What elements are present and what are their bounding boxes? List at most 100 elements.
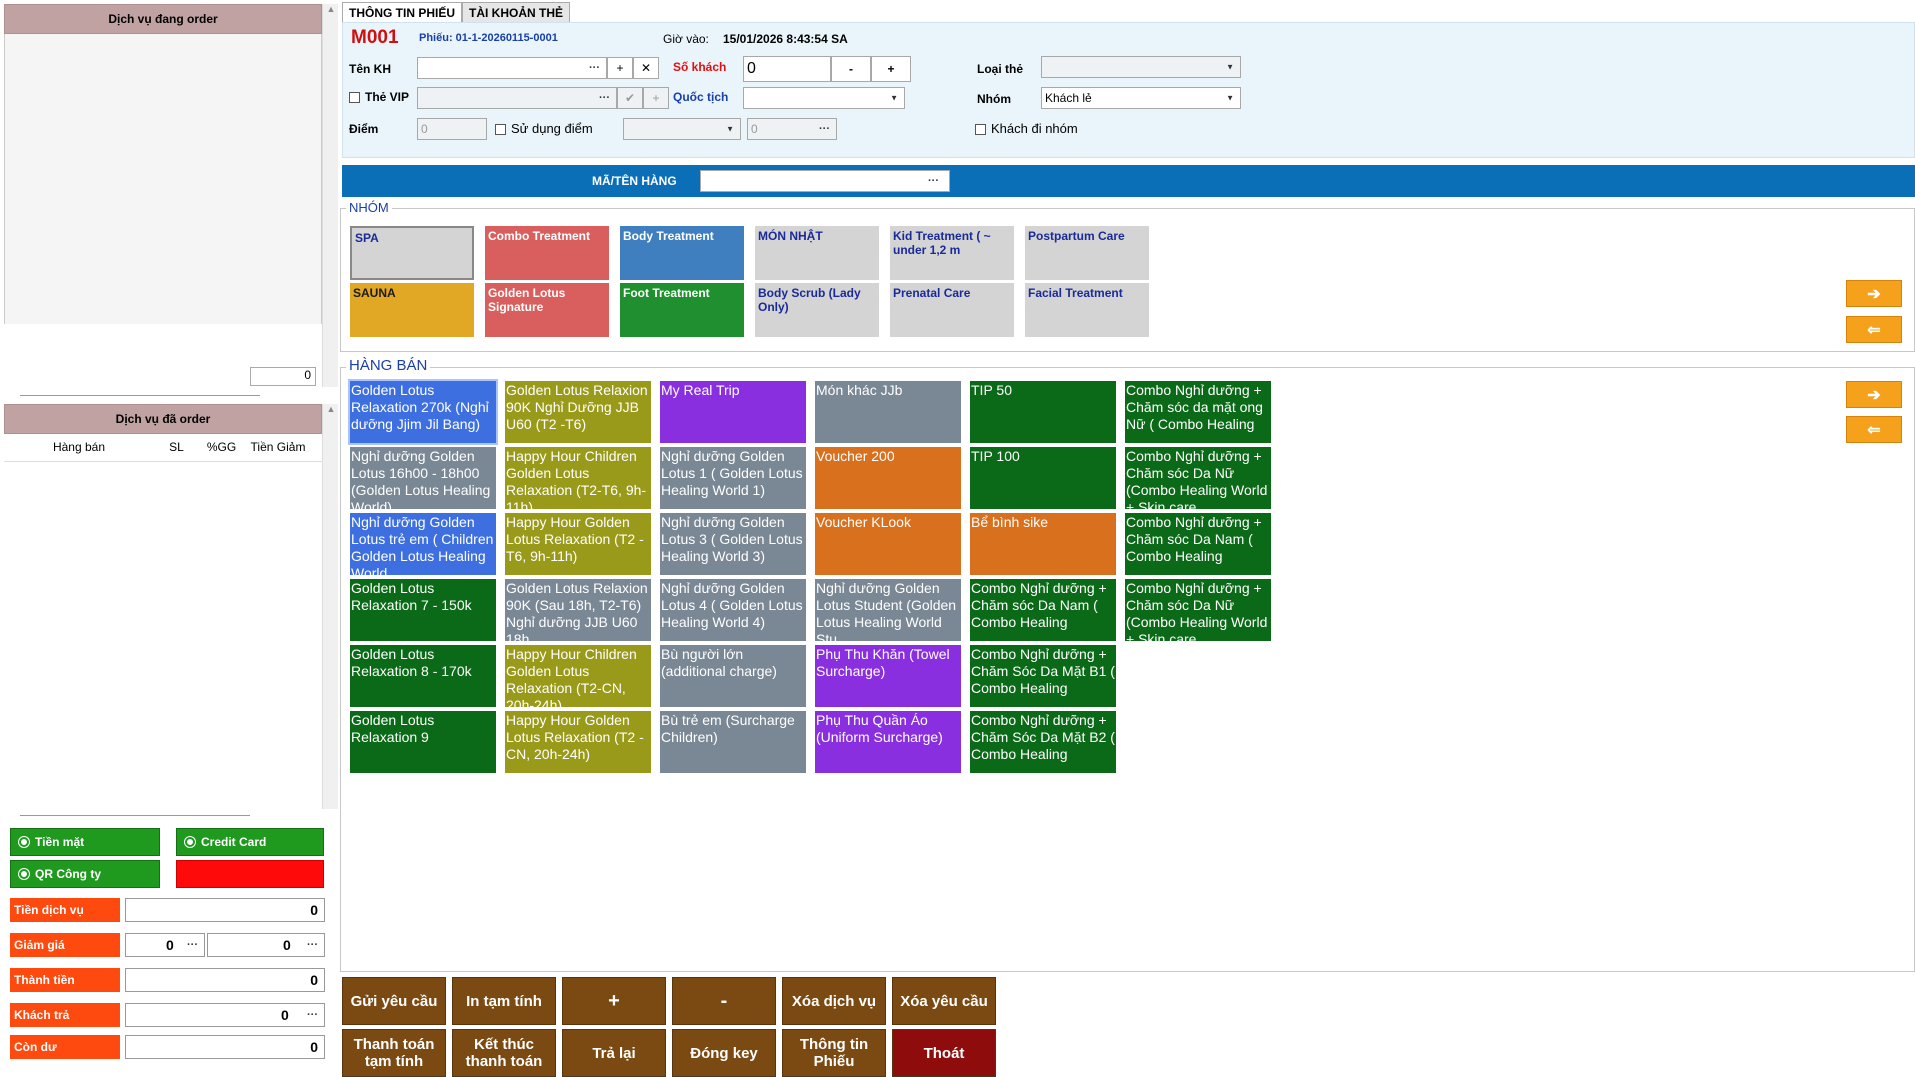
product-tile[interactable]: Nghỉ dưỡng Golden Lotus 16h00 - 18h00 (G… [350,447,496,509]
product-tile[interactable]: Happy Hour Children Golden Lotus Relaxat… [505,447,651,509]
ordered-scrollbar[interactable]: ▲ [322,404,338,809]
delete-service-button[interactable]: Xóa dịch vụ [782,977,886,1025]
more-icon[interactable]: ··· [819,123,830,135]
product-search-input[interactable]: ··· [700,170,950,192]
guests-input[interactable]: 0 [743,56,831,82]
qr-company-button[interactable]: QR Công ty [10,860,160,888]
group-button[interactable]: Kid Treatment ( ~ under 1,2 m [890,226,1014,280]
product-tile[interactable]: Happy Hour Golden Lotus Relaxation (T2 -… [505,711,651,773]
guests-decrement-button[interactable]: - [831,56,871,82]
product-tile[interactable]: Phụ Thu Quần Áo (Uniform Surcharge) [815,711,961,773]
product-tile[interactable]: Golden Lotus Relaxation 9 [350,711,496,773]
product-tile[interactable]: Bù trẻ em (Surcharge Children) [660,711,806,773]
discount-percent-input[interactable]: 0 ··· [125,933,205,957]
use-points-select[interactable]: ▼ [623,118,741,140]
product-tile[interactable]: Món khác JJb [815,381,961,443]
clear-customer-button[interactable]: ✕ [633,57,659,79]
product-tile[interactable]: Golden Lotus Relaxion 90K (Sau 18h, T2-T… [505,579,651,641]
product-tile[interactable]: Voucher 200 [815,447,961,509]
product-tile[interactable]: Bù người lớn (additional charge) [660,645,806,707]
add-customer-button[interactable]: + [607,57,633,79]
product-tile[interactable]: Combo Nghỉ dưỡng + Chăm sóc Da Nữ (Combo… [1125,447,1271,509]
product-tile[interactable]: Nghỉ dưỡng Golden Lotus 3 ( Golden Lotus… [660,513,806,575]
group-button[interactable]: Body Treatment [620,226,744,280]
product-tile[interactable]: Nghỉ dưỡng Golden Lotus 4 ( Golden Lotus… [660,579,806,641]
checkbox-icon[interactable] [349,92,360,104]
product-tile[interactable]: My Real Trip [660,381,806,443]
col-qty[interactable]: SL [169,440,184,454]
group-button[interactable]: Prenatal Care [890,283,1014,337]
scroll-up-icon[interactable]: ▲ [326,4,336,14]
paid-input[interactable]: 0 ··· [125,1003,325,1027]
product-tile[interactable]: Golden Lotus Relaxion 90K Nghỉ Dưỡng JJB… [505,381,651,443]
print-draft-button[interactable]: In tạm tính [452,977,556,1025]
use-points-input[interactable]: 0 ··· [747,118,837,140]
group-guest-checkbox[interactable]: Khách đi nhóm [975,121,1078,136]
group-button[interactable]: Foot Treatment [620,283,744,337]
ordering-list[interactable] [4,34,322,324]
product-tile[interactable]: Voucher KLook [815,513,961,575]
cash-button[interactable]: Tiền mặt [10,828,160,856]
card-type-select[interactable]: ▼ [1041,56,1241,78]
product-tile[interactable]: Phụ Thu Khăn (Towel Surcharge) [815,645,961,707]
payment-empty-slot[interactable] [176,860,324,888]
more-icon[interactable]: ··· [599,92,610,104]
group-button[interactable]: Golden Lotus Signature [485,283,609,337]
decrease-button[interactable]: - [672,977,776,1025]
product-tile[interactable]: Golden Lotus Relaxation 7 - 150k [350,579,496,641]
group-next-button[interactable]: ➔ [1846,280,1902,307]
product-tile[interactable]: Bể bình sike [970,513,1116,575]
customer-input[interactable]: ··· [417,57,607,79]
more-icon[interactable]: ··· [589,62,600,74]
product-tile[interactable]: Combo Nghỉ dưỡng + Chăm Sóc Da Mặt B1 ( … [970,645,1116,707]
nationality-select[interactable]: ▼ [743,87,905,109]
exit-button[interactable]: Thoát [892,1029,996,1077]
ordering-scrollbar[interactable]: ▲ [322,4,338,387]
group-button[interactable]: MÓN NHẬT [755,226,879,280]
more-icon[interactable]: ··· [307,1009,318,1021]
product-tile[interactable]: Combo Nghỉ dưỡng + Chăm Sóc Da Mặt B2 ( … [970,711,1116,773]
col-discount-pct[interactable]: %GG [206,440,237,454]
product-tile[interactable]: Combo Nghỉ dưỡng + Chăm sóc Da Nữ (Combo… [1125,579,1271,641]
product-tile[interactable]: Golden Lotus Relaxation 270k (Nghỉ dưỡng… [348,379,498,445]
more-icon[interactable]: ··· [187,939,198,951]
send-request-button[interactable]: Gửi yêu cầu [342,977,446,1025]
close-key-button[interactable]: Đóng key [672,1029,776,1077]
add-vip-button[interactable]: + [643,87,669,109]
use-points-checkbox[interactable]: Sử dụng điểm [495,121,593,136]
delete-request-button[interactable]: Xóa yêu cầu [892,977,996,1025]
more-icon[interactable]: ··· [928,175,939,187]
product-tile[interactable]: Combo Nghỉ dưỡng + Chăm sóc da mặt ong N… [1125,381,1271,443]
product-next-button[interactable]: ➔ [1846,381,1902,408]
vip-checkbox[interactable]: Thẻ VIP [349,90,409,104]
product-tile[interactable]: TIP 50 [970,381,1116,443]
product-tile[interactable]: Happy Hour Golden Lotus Relaxation (T2 -… [505,513,651,575]
group-button[interactable]: SAUNA [350,283,474,337]
return-button[interactable]: Trả lại [562,1029,666,1077]
product-tile[interactable]: Nghỉ dưỡng Golden Lotus 1 ( Golden Lotus… [660,447,806,509]
group-select[interactable]: Khách lẻ ▼ [1041,87,1241,109]
group-button[interactable]: Combo Treatment [485,226,609,280]
credit-card-button[interactable]: Credit Card [176,828,324,856]
increase-button[interactable]: + [562,977,666,1025]
group-button[interactable]: Body Scrub (Lady Only) [755,283,879,337]
col-product[interactable]: Hàng bán [52,440,106,454]
scroll-up-icon[interactable]: ▲ [326,404,336,414]
points-input[interactable]: 0 [417,118,487,140]
discount-amount-input[interactable]: 0 ··· [207,933,325,957]
checkbox-icon[interactable] [495,124,506,136]
finish-payment-button[interactable]: Kết thúc thanh toán [452,1029,556,1077]
product-tile[interactable]: TIP 100 [970,447,1116,509]
product-tile[interactable]: Combo Nghỉ dưỡng + Chăm sóc Da Nam ( Com… [1125,513,1271,575]
checkbox-icon[interactable] [975,124,986,136]
group-button[interactable]: SPA [350,226,474,280]
product-tile[interactable]: Nghỉ dưỡng Golden Lotus trẻ em ( Childre… [350,513,496,575]
guests-increment-button[interactable]: + [871,56,911,82]
group-button[interactable]: Facial Treatment [1025,283,1149,337]
more-icon[interactable]: ··· [307,939,318,951]
product-prev-button[interactable]: ⇐ [1846,416,1902,443]
product-tile[interactable]: Nghỉ dưỡng Golden Lotus Student (Golden … [815,579,961,641]
tab-ticket-info[interactable]: THÔNG TIN PHIẾU [342,2,463,24]
provisional-payment-button[interactable]: Thanh toán tạm tính [342,1029,446,1077]
product-tile[interactable]: Happy Hour Children Golden Lotus Relaxat… [505,645,651,707]
